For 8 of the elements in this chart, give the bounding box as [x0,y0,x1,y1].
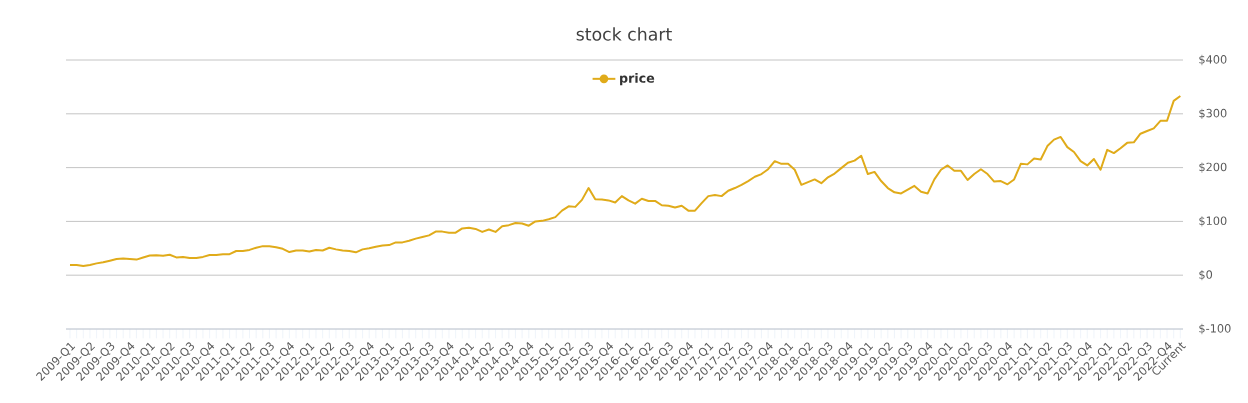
legend-label: price [620,73,655,86]
y-tick-label: $400 [1199,54,1227,66]
chart-title: stock chart [576,27,672,41]
y-tick-label: $100 [1199,216,1227,227]
y-tick-label: $-100 [1199,323,1231,335]
y-tick-label: $300 [1199,108,1227,119]
y-tick-label: $200 [1199,162,1227,173]
y-tick-label: $0 [1199,270,1213,281]
